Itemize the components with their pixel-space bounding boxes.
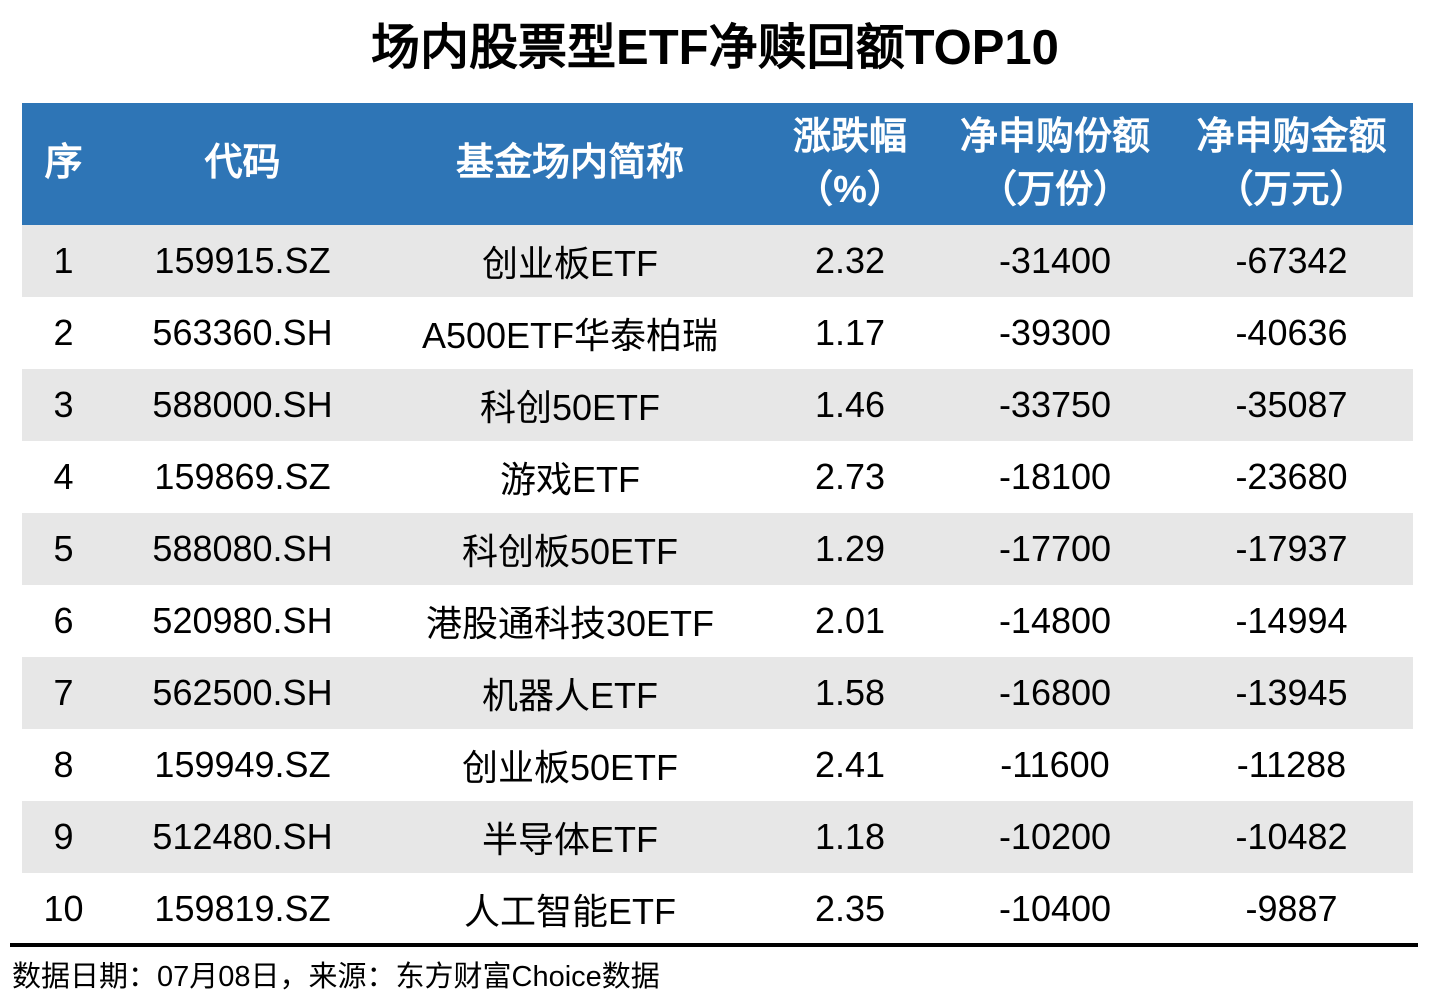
table-cell: 159869.SZ bbox=[154, 456, 331, 497]
table-cell: 2.41 bbox=[814, 744, 886, 785]
table-row: 5 588080.SH 科创板50ETF 1.29 -17700 -17937 bbox=[22, 513, 1413, 585]
table-cell: 159819.SZ bbox=[154, 888, 331, 929]
table-cell: -13945 bbox=[1235, 672, 1348, 713]
table-cell: 9 bbox=[53, 816, 74, 857]
column-header: 涨跌幅 （%） bbox=[792, 115, 907, 211]
table-cell: 4 bbox=[53, 456, 74, 497]
table-cell: -14994 bbox=[1235, 600, 1348, 641]
table-cell: -67342 bbox=[1235, 240, 1348, 281]
table-header-row: 序 代码 基金场内简称 涨跌幅 （%） 净申购份额 （万份） 净申购金额 （万元） bbox=[22, 103, 1413, 225]
table-cell: -11288 bbox=[1236, 744, 1347, 785]
column-header: 基金场内简称 bbox=[455, 142, 684, 185]
table-cell: -35087 bbox=[1235, 384, 1348, 425]
table-cell: -31400 bbox=[998, 240, 1112, 281]
table-cell: -14800 bbox=[998, 600, 1112, 641]
table-cell: 3 bbox=[53, 384, 74, 425]
table-cell: 2.73 bbox=[814, 456, 886, 497]
table-cell: 6 bbox=[53, 600, 74, 641]
table-cell: 588000.SH bbox=[152, 384, 333, 425]
table-cell: 2.35 bbox=[814, 888, 886, 929]
etf-net-redemption-table: 序 代码 基金场内简称 涨跌幅 （%） 净申购份额 （万份） 净申购金额 （万元） 1 15991… bbox=[22, 103, 1413, 945]
table-cell: 588080.SH bbox=[152, 528, 333, 569]
table-row: 4 159869.SZ 游戏ETF 2.73 -18100 -23680 bbox=[22, 441, 1413, 513]
table-cell: 159915.SZ bbox=[154, 240, 331, 281]
table-cell: -40636 bbox=[1235, 312, 1348, 353]
table-cell: 7 bbox=[53, 672, 74, 713]
footer-divider bbox=[10, 943, 1418, 947]
table-cell: 科创50ETF bbox=[479, 387, 661, 428]
column-header: 净申购份额 （万份） bbox=[959, 115, 1150, 211]
table-body: 1 159915.SZ 创业板ETF 2.32 -31400 -67342 2 563360.… bbox=[22, 225, 1413, 945]
table-cell: 5 bbox=[53, 528, 74, 569]
table-cell: -23680 bbox=[1235, 456, 1348, 497]
table-cell: 机器人ETF bbox=[482, 675, 658, 716]
table-cell: -10482 bbox=[1235, 816, 1348, 857]
table-cell: 1.58 bbox=[814, 672, 886, 713]
table-row: 1 159915.SZ 创业板ETF 2.32 -31400 -67342 bbox=[22, 225, 1413, 297]
table-cell: 1.17 bbox=[814, 312, 886, 353]
table-row: 3 588000.SH 科创50ETF 1.46 -33750 -35087 bbox=[22, 369, 1413, 441]
table-row: 10 159819.SZ 人工智能ETF 2.35 -10400 -9887 bbox=[22, 873, 1413, 945]
table-cell: 1.46 bbox=[814, 384, 886, 425]
table-cell: 游戏ETF bbox=[500, 459, 640, 500]
table-cell: 1.18 bbox=[814, 816, 886, 857]
table-cell: 159949.SZ bbox=[154, 744, 331, 785]
table-cell: 创业板ETF bbox=[482, 243, 658, 284]
table-cell: 人工智能ETF bbox=[464, 891, 676, 932]
table-cell: 10 bbox=[43, 888, 84, 929]
table-cell: 562500.SH bbox=[152, 672, 333, 713]
table-cell: 半导体ETF bbox=[482, 819, 658, 860]
table-cell: -17700 bbox=[998, 528, 1112, 569]
table-cell: A500ETF华泰柏瑞 bbox=[421, 315, 719, 356]
table-row: 2 563360.SH A500ETF华泰柏瑞 1.17 -39300 -40636 bbox=[22, 297, 1413, 369]
table-cell: -16800 bbox=[998, 672, 1112, 713]
column-header: 序 bbox=[44, 142, 83, 185]
column-header: 净申购金额 （万元） bbox=[1196, 115, 1387, 211]
table-cell: -39300 bbox=[998, 312, 1112, 353]
table-cell: 创业板50ETF bbox=[461, 747, 679, 788]
table-cell: -33750 bbox=[998, 384, 1112, 425]
table-row: 8 159949.SZ 创业板50ETF 2.41 -11600 -11288 bbox=[22, 729, 1413, 801]
table-row: 6 520980.SH 港股通科技30ETF 2.01 -14800 -14994 bbox=[22, 585, 1413, 657]
page-title: 场内股票型ETF净赎回额TOP10 bbox=[371, 21, 1059, 75]
table-cell: 1 bbox=[53, 240, 74, 281]
table-cell: -11600 bbox=[1000, 744, 1110, 785]
data-source-note: 数据日期：07月08日，来源：东方财富Choice数据 bbox=[12, 961, 660, 993]
table-cell: -10200 bbox=[998, 816, 1112, 857]
table-cell: -18100 bbox=[998, 456, 1112, 497]
table-cell: 8 bbox=[53, 744, 74, 785]
table-cell: 科创板50ETF bbox=[461, 531, 679, 572]
table-cell: -17937 bbox=[1235, 528, 1348, 569]
table-cell: 520980.SH bbox=[152, 600, 333, 641]
table-cell: 2.32 bbox=[814, 240, 886, 281]
table-cell: 港股通科技30ETF bbox=[425, 603, 715, 644]
column-header: 代码 bbox=[204, 142, 281, 185]
table-cell: 563360.SH bbox=[152, 312, 333, 353]
table-cell: 2.01 bbox=[814, 600, 886, 641]
table-cell: 2 bbox=[53, 312, 74, 353]
table-cell: 512480.SH bbox=[152, 816, 333, 857]
table-row: 9 512480.SH 半导体ETF 1.18 -10200 -10482 bbox=[22, 801, 1413, 873]
table-cell: -9887 bbox=[1245, 888, 1338, 929]
table-cell: -10400 bbox=[998, 888, 1112, 929]
table-cell: 1.29 bbox=[814, 528, 886, 569]
table-row: 7 562500.SH 机器人ETF 1.58 -16800 -13945 bbox=[22, 657, 1413, 729]
